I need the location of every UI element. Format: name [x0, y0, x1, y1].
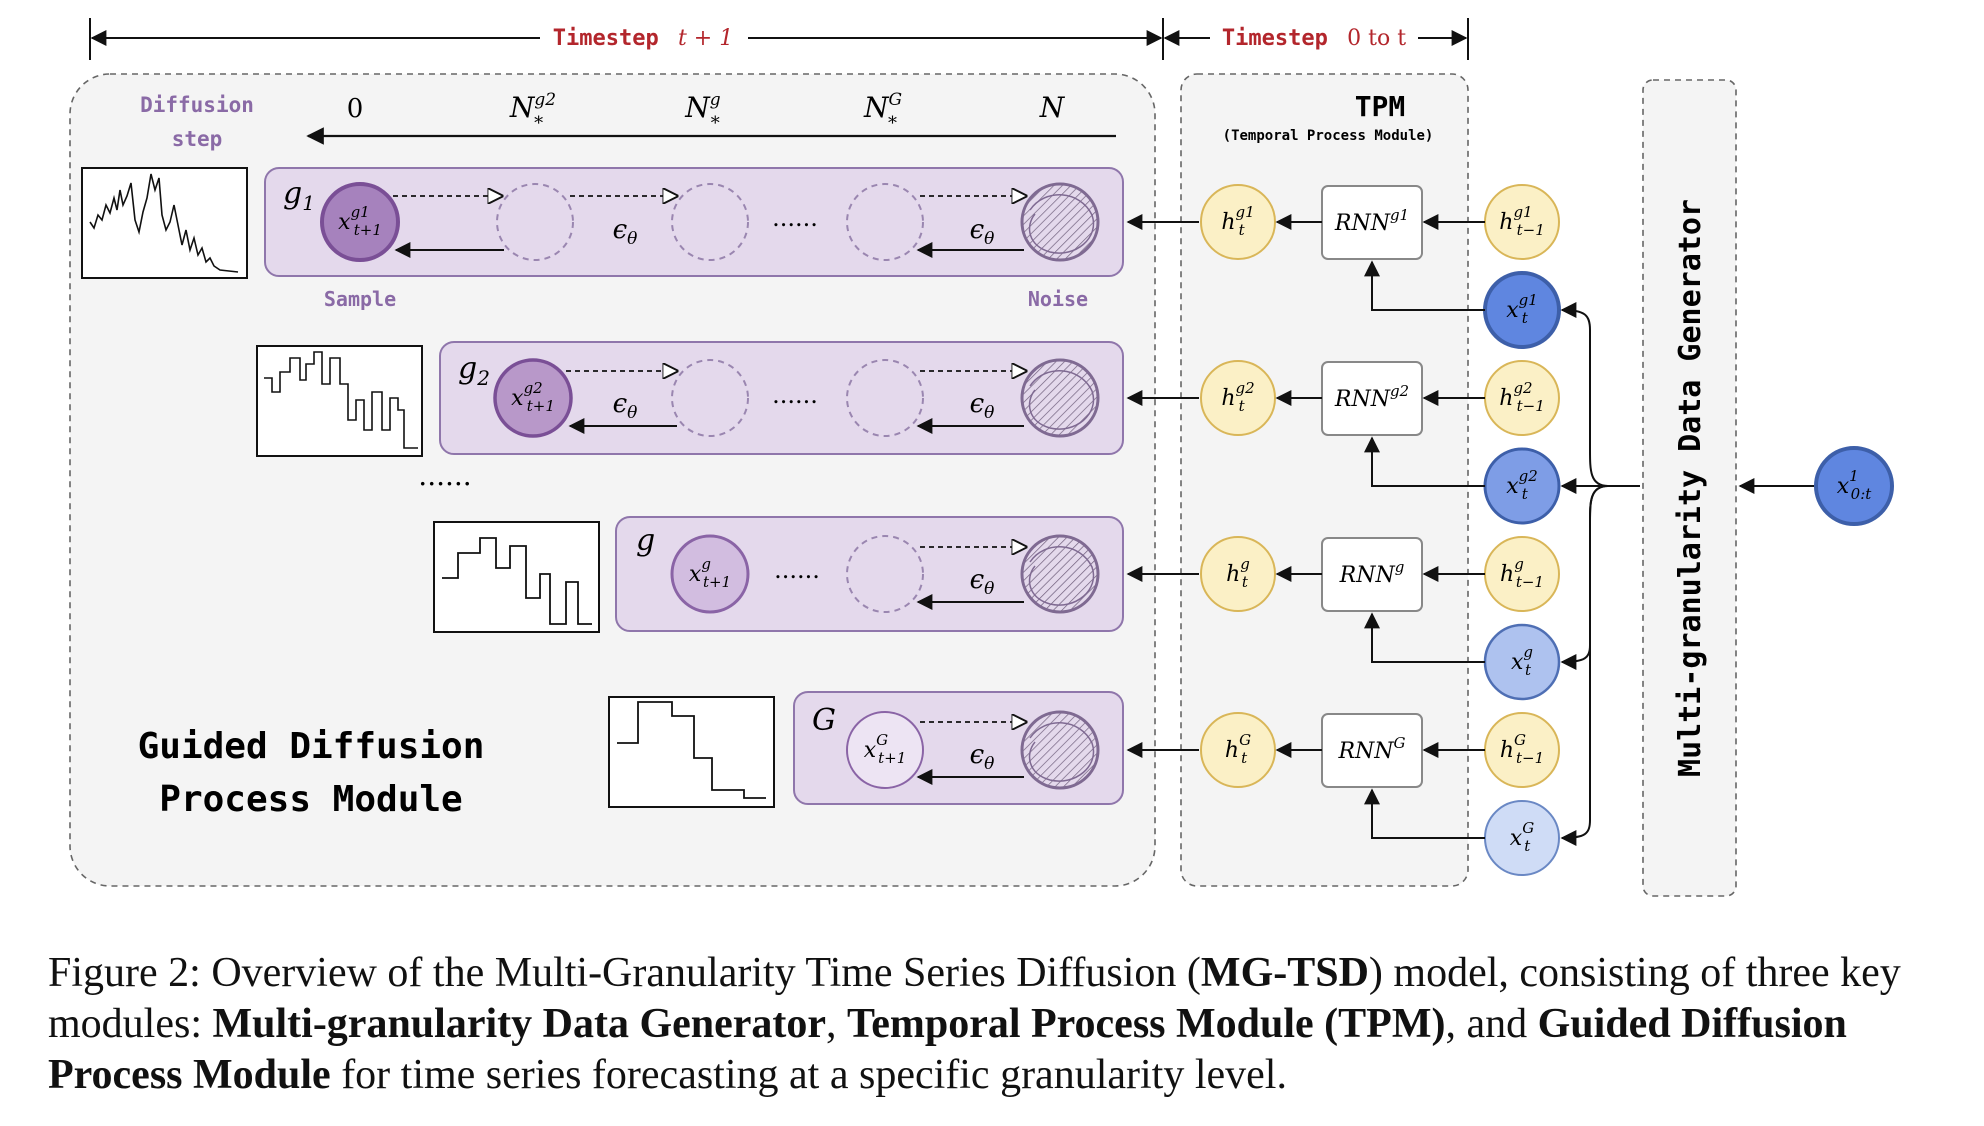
- figure-caption: Figure 2: Overview of the Multi-Granular…: [48, 950, 1901, 1098]
- tpm-module: [1180, 73, 1469, 887]
- svg-text:......: ......: [772, 381, 818, 409]
- timestep-left-label: Timestep t + 1: [553, 26, 733, 51]
- rows-ellipsis: ......: [418, 459, 471, 492]
- diffusion-step-label-line2: step: [172, 127, 223, 151]
- svg-text:......: ......: [772, 204, 818, 232]
- diffusion-tick-n: N: [1039, 91, 1066, 124]
- series-thumbnail-g1: [81, 167, 248, 279]
- tpm-subtitle: (Temporal Process Module): [1223, 128, 1434, 144]
- row-g-sample-node: [670, 534, 750, 614]
- prev-hidden-states: hg1 t−1 hg2 t−1 hg t−1 hG t−1: [1422, 184, 1560, 788]
- hidden-state-g: [1200, 536, 1276, 612]
- diffusion-row-G: G xG t+1 ϵθ: [793, 691, 1124, 805]
- series-thumbnail-g2: [256, 345, 423, 457]
- tpm-row-g2: hg2 t RNNg2: [1126, 360, 1423, 436]
- source-input-node: [1814, 446, 1894, 526]
- row-g-group-label: g: [636, 523, 655, 558]
- diffusion-step-label-line1: Diffusion: [140, 93, 254, 117]
- row-g2-step-node-1: [671, 359, 749, 437]
- svg-text:xGt: xG t: [1510, 819, 1534, 855]
- source-input: x1 0:t: [1738, 446, 1894, 526]
- diffusion-tick-0: 0: [347, 94, 364, 124]
- row-g2-step-node-2: [846, 359, 924, 437]
- timestep-ruler-right: Timestep 0 to t: [1163, 18, 1469, 60]
- row-G-group-label: G: [812, 703, 836, 738]
- row-g2-group-label: g2: [458, 351, 490, 390]
- timestep-ruler-left: Timestep t + 1: [89, 18, 1164, 60]
- sample-label: Sample: [324, 287, 396, 311]
- diffusion-row-g1: g1 xg1 t+1 ϵθ ϵθ ...... Sample Noise: [264, 167, 1124, 311]
- svg-text:......: ......: [774, 556, 820, 584]
- tpm-row-G: hG t RNNG: [1126, 712, 1423, 788]
- granularity-inputs: xg1 t xg2 t xg t xG t: [1364, 260, 1561, 876]
- hidden-state-G: [1200, 712, 1276, 788]
- series-thumbnail-g: [433, 521, 600, 633]
- svg-text:hgt: hg t: [1226, 555, 1250, 591]
- svg-text:RNNg: RNNg: [1339, 558, 1405, 588]
- row-g1-noise-node: [1020, 182, 1100, 262]
- row-g2-noise-node: [1020, 358, 1100, 438]
- row-g-noise-node: [1020, 534, 1100, 614]
- row-g-step-node-1: [846, 535, 924, 613]
- diffusion-row-g: g xg t+1 ϵθ ......: [615, 516, 1124, 632]
- series-thumbnail-G: [608, 696, 775, 808]
- timestep-right-label: Timestep 0 to t: [1222, 26, 1406, 51]
- tpm-row-g: hg t RNNg: [1126, 536, 1423, 612]
- row-g1-step-node-3: [846, 183, 924, 261]
- row-g1-step-node-2: [671, 183, 749, 261]
- row-g2-sample-node: [493, 358, 573, 438]
- gdpm-title-line1: Guided Diffusion: [138, 726, 485, 767]
- diffusion-row-g2: g2 xg2 t+1 ϵθ ϵθ ......: [439, 341, 1124, 455]
- data-generator-label: Multi-granularity Data Generator: [1673, 199, 1708, 777]
- tpm-row-g1: hg1 t RNNg1: [1126, 184, 1423, 260]
- row-g1-step-node-1: [496, 183, 574, 261]
- row-g1-sample-node: [320, 182, 400, 262]
- hidden-state-g2: [1200, 360, 1276, 436]
- generator-fanout: [1560, 302, 1640, 846]
- row-G-noise-node: [1020, 710, 1100, 790]
- hidden-state-g1: [1200, 184, 1276, 260]
- gdpm-title-line2: Process Module: [159, 779, 462, 820]
- tpm-title: TPM: [1355, 90, 1406, 123]
- svg-text:xgt: xg t: [1511, 643, 1533, 679]
- row-G-sample-node: [846, 711, 924, 789]
- data-generator-module: [1642, 79, 1737, 897]
- noise-label: Noise: [1028, 287, 1088, 311]
